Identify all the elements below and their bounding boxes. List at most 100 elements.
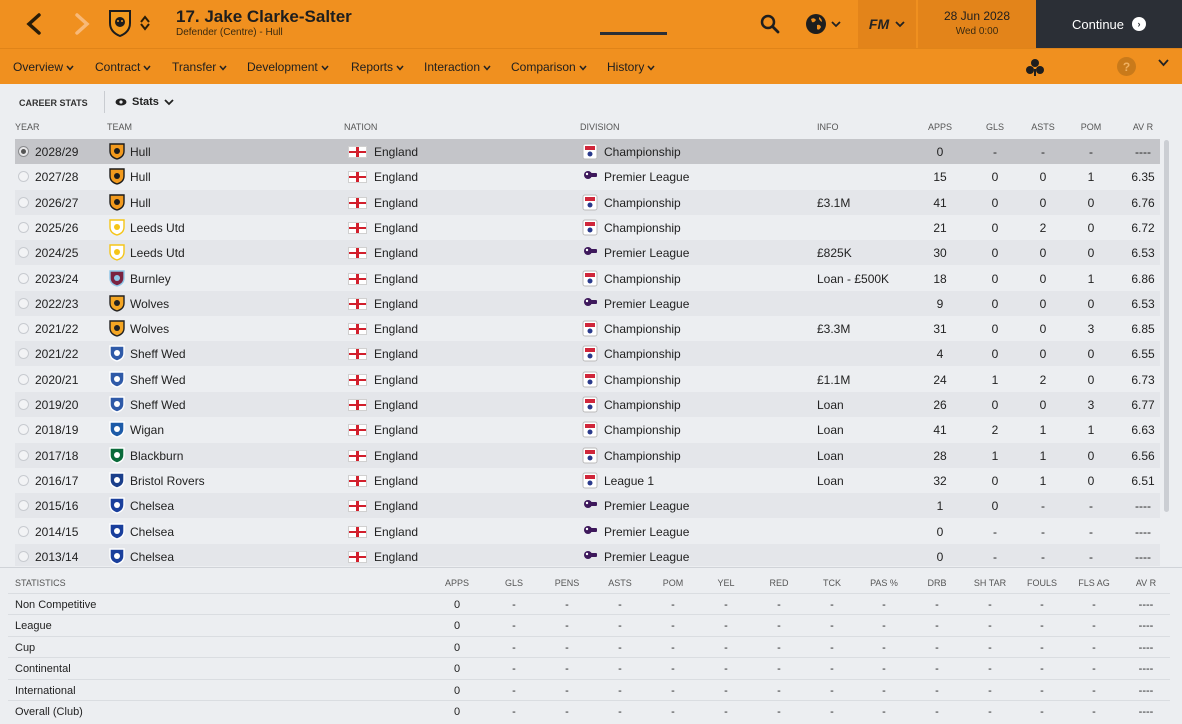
tab-interaction[interactable]: Interaction — [424, 60, 491, 74]
stats-column-header[interactable]: DRB — [927, 578, 947, 588]
stats-column-header[interactable]: FLS AG — [1078, 578, 1110, 588]
team-link[interactable]: Hull — [130, 145, 151, 159]
row-radio[interactable] — [18, 272, 29, 284]
stats-column-header[interactable]: POM — [662, 578, 684, 588]
division-link[interactable]: Premier League — [604, 170, 690, 185]
team-link[interactable]: Sheff Wed — [130, 372, 186, 387]
team-link[interactable]: Leeds Utd — [130, 246, 185, 261]
row-radio[interactable] — [18, 221, 29, 233]
row-radio[interactable] — [18, 550, 29, 562]
stats-column-header[interactable]: ASTS — [608, 578, 632, 588]
table-row[interactable]: 2021/22 Wolves England Championship £3.3M 31 0… — [15, 316, 1160, 342]
column-header-avr[interactable]: AV R — [1132, 122, 1154, 132]
table-row[interactable]: 2014/15 Chelsea England Premier League 0- - - -… — [15, 518, 1160, 544]
nation-link[interactable]: England — [374, 195, 419, 210]
division-link[interactable]: Championship — [604, 398, 681, 412]
team-link[interactable]: Wolves — [130, 322, 170, 337]
club-crest-icon[interactable] — [107, 8, 133, 38]
stats-column-header[interactable]: GLS — [504, 578, 523, 588]
division-link[interactable]: Championship — [604, 448, 681, 463]
division-link[interactable]: Premier League — [604, 246, 690, 261]
forward-button[interactable] — [62, 8, 102, 40]
table-row[interactable]: 2028/29 Hull England Championship 0- - - ---- — [15, 139, 1160, 164]
tab-history[interactable]: History — [607, 60, 655, 74]
nation-link[interactable]: England — [374, 372, 419, 387]
tab-overview[interactable]: Overview — [13, 60, 74, 74]
stats-column-header[interactable]: SH TAR — [973, 578, 1007, 588]
fm-menu-button[interactable]: FM — [858, 0, 916, 48]
team-link[interactable]: Hull — [130, 170, 151, 185]
column-header-apps[interactable]: APPS — [927, 122, 952, 132]
table-row[interactable]: 2022/23 Wolves England Premier League 9 0 0 0 6.… — [15, 290, 1160, 316]
division-link[interactable]: League 1 — [604, 473, 655, 488]
team-link[interactable]: Hull — [130, 195, 151, 210]
table-row[interactable]: 2024/25 Leeds Utd England Premier League £82… — [15, 240, 1160, 266]
table-row[interactable]: 2017/18 Blackburn England Championship Loan 2… — [15, 442, 1160, 468]
stats-column-header[interactable]: TCK — [823, 578, 841, 588]
column-header-year[interactable]: YEAR — [15, 122, 40, 132]
team-link[interactable]: Chelsea — [130, 524, 175, 539]
division-link[interactable]: Championship — [604, 220, 681, 235]
nation-link[interactable]: England — [374, 271, 419, 286]
continue-button[interactable]: Continue › — [1036, 0, 1182, 48]
stats-column-header[interactable]: STATISTICS — [15, 578, 66, 588]
player-switcher[interactable] — [137, 8, 153, 38]
division-link[interactable]: Championship — [604, 145, 681, 159]
row-radio[interactable] — [18, 146, 29, 157]
division-link[interactable]: Championship — [604, 347, 681, 362]
team-link[interactable]: Blackburn — [130, 448, 184, 463]
stats-column-header[interactable]: RED — [769, 578, 789, 588]
stats-column-header[interactable]: APPS — [444, 578, 469, 588]
back-button[interactable] — [14, 8, 54, 40]
chevron-down-icon[interactable] — [1158, 58, 1169, 70]
row-radio[interactable] — [18, 297, 29, 309]
row-radio[interactable] — [18, 474, 29, 486]
column-header-division[interactable]: DIVISION — [580, 122, 620, 132]
division-link[interactable]: Championship — [604, 372, 681, 387]
division-link[interactable]: Championship — [604, 423, 681, 438]
stats-column-header[interactable]: AV R — [1135, 578, 1157, 588]
column-header-asts[interactable]: ASTS — [1031, 122, 1055, 132]
table-row[interactable]: 2023/24 Burnley England Championship Loan - … — [15, 265, 1160, 291]
nation-link[interactable]: England — [374, 398, 419, 412]
scrollbar[interactable] — [1164, 140, 1169, 512]
row-radio[interactable] — [18, 373, 29, 385]
column-header-info[interactable]: INFO — [817, 122, 839, 132]
table-row[interactable]: 2026/27 Hull England Championship £3.1M 41 0 0 0… — [15, 189, 1160, 215]
nation-link[interactable]: England — [374, 170, 419, 185]
nation-link[interactable]: England — [374, 549, 419, 564]
nation-link[interactable]: England — [374, 423, 419, 438]
stats-column-header[interactable]: FOULS — [1026, 578, 1057, 588]
team-link[interactable]: Wigan — [130, 423, 165, 438]
table-row[interactable]: 2025/26 Leeds Utd England Championship 21 0 2 0… — [15, 214, 1160, 240]
nation-link[interactable]: England — [374, 499, 419, 514]
stats-column-header[interactable]: YEL — [717, 578, 735, 588]
row-radio[interactable] — [18, 196, 29, 208]
nation-link[interactable]: England — [374, 220, 419, 235]
row-radio[interactable] — [18, 247, 29, 259]
row-radio[interactable] — [18, 500, 29, 512]
row-radio[interactable] — [18, 171, 29, 183]
help-icon[interactable]: ? — [1117, 57, 1136, 76]
column-header-pom[interactable]: POM — [1080, 122, 1102, 132]
search-button[interactable] — [754, 8, 786, 40]
team-link[interactable]: Leeds Utd — [130, 220, 185, 235]
table-row[interactable]: 2015/16 Chelsea England Premier League 1 0- - -… — [15, 493, 1160, 519]
stats-column-header[interactable]: PAS % — [870, 578, 898, 588]
table-row[interactable]: 2019/20 Sheff Wed England Championship Loan 2… — [15, 392, 1160, 417]
team-link[interactable]: Wolves — [130, 296, 170, 311]
column-header-gls[interactable]: GLS — [985, 122, 1004, 132]
column-header-nation[interactable]: NATION — [344, 122, 378, 132]
tab-comparison[interactable]: Comparison — [511, 60, 587, 74]
nation-link[interactable]: England — [374, 296, 419, 311]
division-link[interactable]: Premier League — [604, 296, 690, 311]
row-radio[interactable] — [18, 525, 29, 537]
row-radio[interactable] — [18, 449, 29, 461]
club-menu-icon[interactable] — [1025, 57, 1045, 82]
tab-contract[interactable]: Contract — [95, 60, 151, 74]
division-link[interactable]: Championship — [604, 322, 681, 337]
nation-link[interactable]: England — [374, 347, 419, 362]
nation-link[interactable]: England — [374, 524, 419, 539]
team-link[interactable]: Burnley — [130, 271, 171, 286]
tab-development[interactable]: Development — [247, 60, 329, 74]
